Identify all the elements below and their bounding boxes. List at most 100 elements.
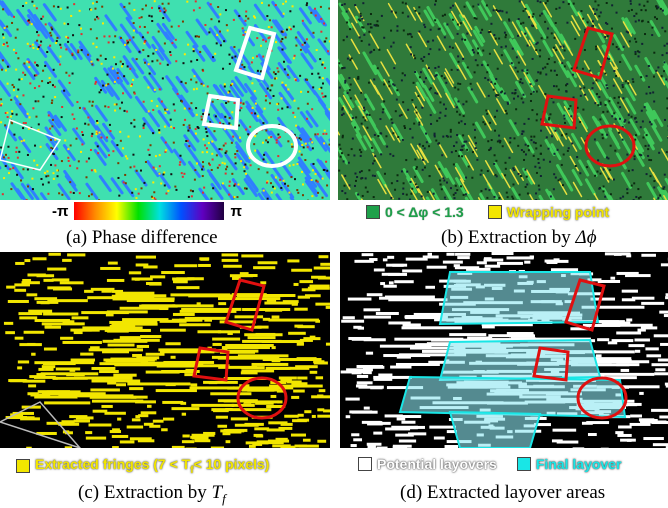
speckle [206,151,208,153]
speckle [652,27,654,29]
speckle [542,68,544,70]
speckle [0,98,2,100]
speckle [434,75,436,77]
speckle [489,122,491,124]
speckle [45,23,47,25]
speckle [313,163,315,165]
speckle [456,141,458,143]
patch [242,308,290,311]
speckle [637,50,639,52]
speckle [315,180,317,182]
patch [8,379,26,382]
layover [400,377,625,417]
patch [477,261,487,264]
speckle [58,192,60,194]
speckle [256,37,258,39]
patch [15,262,24,265]
speckle [73,192,75,194]
speckle [444,115,446,117]
speckle [152,53,154,55]
speckle [463,145,465,147]
speckle [201,118,203,120]
patch [657,420,666,423]
speckle [410,181,412,183]
speckle [664,30,666,32]
speckle [289,10,291,12]
speckle [211,141,213,143]
speckle [472,151,474,153]
speckle [297,107,299,109]
speckle [70,191,72,193]
speckle [370,26,372,28]
speckle [297,192,299,194]
speckle [418,122,420,124]
speckle [597,159,599,161]
speckle [662,10,664,12]
speckle [23,122,25,124]
speckle [472,5,474,7]
speckle [262,142,264,144]
patch [74,420,90,423]
patch [630,414,642,417]
speckle [372,162,374,164]
speckle [11,122,13,124]
speckle [203,138,205,140]
speckle [319,58,321,60]
speckle [226,24,228,26]
speckle [159,63,161,65]
speckle [72,34,74,36]
speckle [546,136,548,138]
speckle [171,42,173,44]
speckle [119,131,121,133]
speckle [115,63,117,65]
patch [268,421,287,424]
speckle [505,110,507,112]
speckle [314,8,316,10]
speckle [33,160,35,162]
speckle [402,2,404,4]
speckle [465,141,467,143]
patch [658,359,668,362]
speckle [344,82,346,84]
patch [297,343,304,346]
speckle [164,184,166,186]
patch [108,344,135,347]
patch [272,388,278,391]
speckle [187,44,189,46]
speckle [428,145,430,147]
speckle [390,30,392,32]
patch [310,336,316,339]
speckle [306,4,308,6]
speckle [396,25,398,27]
patch [284,415,298,418]
patch [268,319,319,322]
speckle [511,196,513,198]
speckle [424,147,426,149]
speckle [291,146,293,148]
speckle [656,18,658,20]
caption: (a) Phase difference [66,227,218,249]
speckle [224,163,226,165]
speckle [635,134,637,136]
speckle [532,16,534,18]
speckle [505,34,507,36]
speckle [114,103,116,105]
speckle [341,190,343,192]
speckle [495,9,497,11]
patch [116,383,126,386]
patch [210,392,251,395]
speckle [390,197,392,199]
speckle [287,88,289,90]
patch [22,279,31,282]
speckle [652,91,654,93]
speckle [361,123,363,125]
speckle [201,116,203,118]
speckle [133,22,135,24]
speckle [49,77,51,79]
speckle [508,18,510,20]
speckle [559,7,561,9]
speckle [611,28,613,30]
speckle [460,149,462,151]
speckle [354,185,356,187]
speckle [445,108,447,110]
